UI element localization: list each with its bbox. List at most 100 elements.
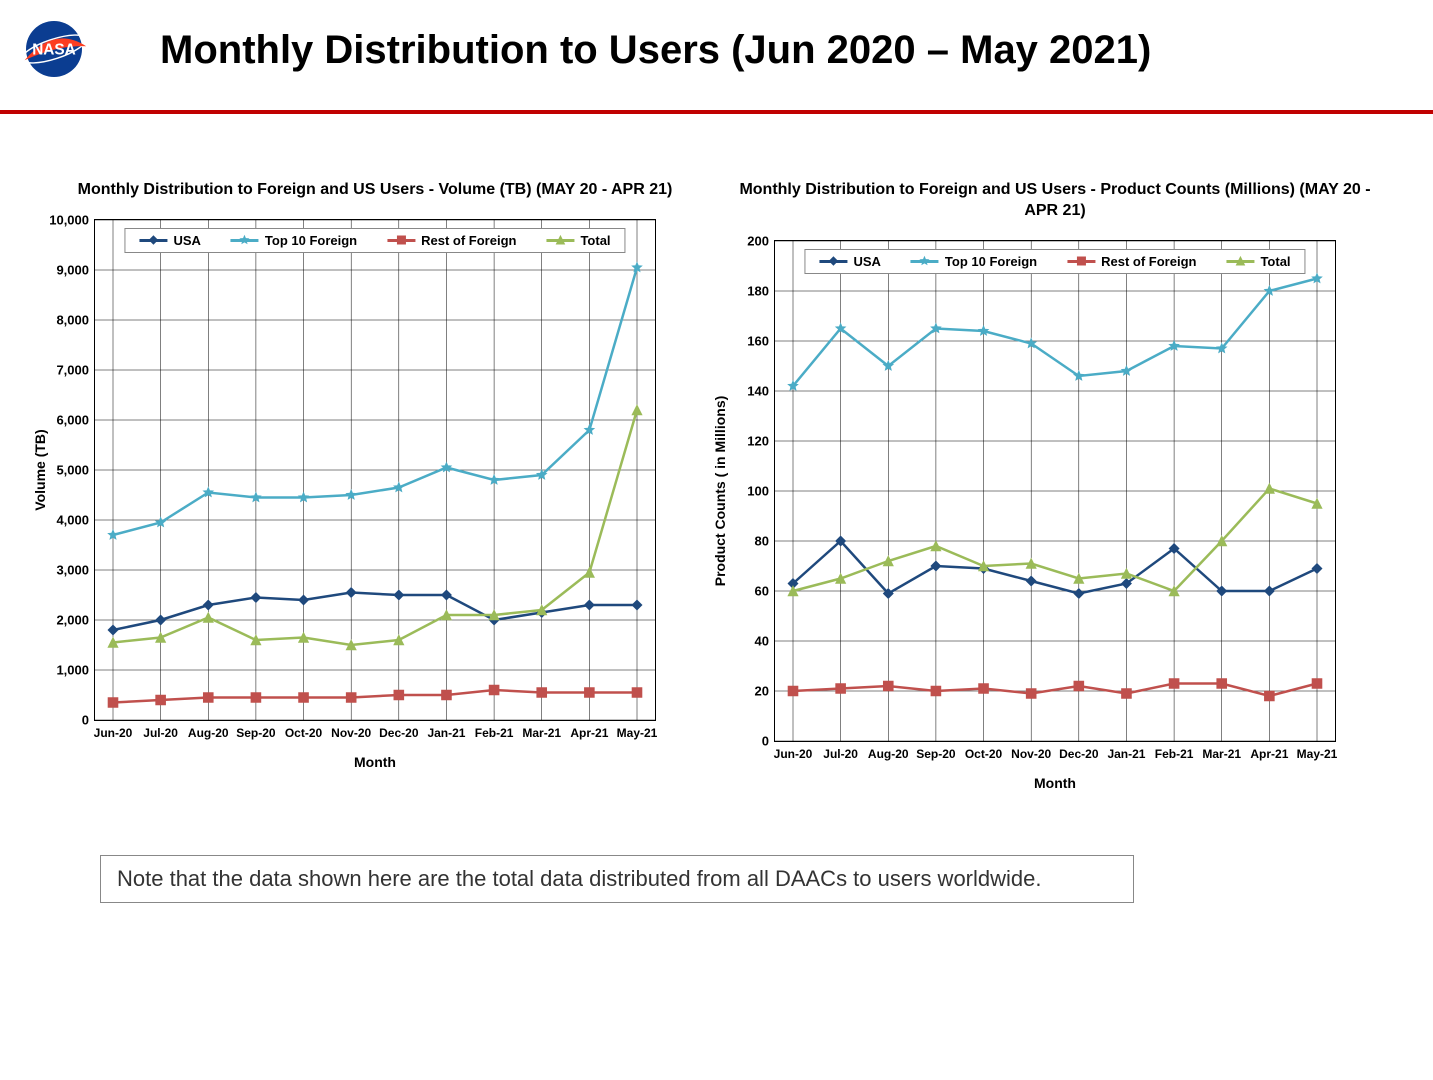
series-marker-rest — [883, 681, 893, 691]
series-marker-top10 — [251, 492, 260, 501]
series-marker-usa — [108, 625, 118, 635]
xtick-label: Aug-20 — [868, 741, 909, 761]
series-marker-rest — [931, 686, 941, 696]
legend-swatch-top10 — [231, 239, 259, 242]
series-marker-rest — [1026, 688, 1036, 698]
series-marker-usa — [585, 600, 595, 610]
xtick-label: Dec-20 — [379, 720, 418, 740]
series-marker-rest — [489, 685, 499, 695]
legend-item-usa: USA — [139, 233, 200, 248]
series-marker-usa — [156, 615, 166, 625]
series-marker-top10 — [347, 490, 356, 499]
series-marker-rest — [108, 697, 118, 707]
ytick-label: 40 — [755, 633, 775, 648]
series-marker-rest — [836, 683, 846, 693]
series-marker-rest — [585, 687, 595, 697]
xtick-label: Mar-21 — [1202, 741, 1241, 761]
series-marker-rest — [251, 692, 261, 702]
xtick-label: Apr-21 — [1250, 741, 1288, 761]
series-marker-usa — [394, 590, 404, 600]
series-marker-usa — [1074, 588, 1084, 598]
xtick-label: May-21 — [617, 720, 658, 740]
xtick-label: Apr-21 — [570, 720, 608, 740]
series-marker-total — [585, 567, 595, 577]
series-marker-top10 — [979, 326, 988, 335]
series-marker-rest — [1265, 691, 1275, 701]
chart-counts-title: Monthly Distribution to Foreign and US U… — [730, 180, 1380, 222]
chart-counts-ylabel: Product Counts ( in Millions) — [712, 395, 728, 586]
divider — [0, 110, 1433, 114]
ytick-label: 20 — [755, 683, 775, 698]
chart-counts: Monthly Distribution to Foreign and US U… — [730, 180, 1380, 742]
series-marker-rest — [1074, 681, 1084, 691]
slide: { "page": { "title": "Monthly Distributi… — [0, 0, 1433, 1080]
page-title: Monthly Distribution to Users (Jun 2020 … — [160, 28, 1151, 73]
ytick-label: 2,000 — [56, 612, 95, 627]
footnote: Note that the data shown here are the to… — [100, 855, 1134, 903]
legend-label-top10: Top 10 Foreign — [945, 254, 1037, 269]
series-line-rest — [793, 683, 1317, 696]
series-marker-usa — [1026, 576, 1036, 586]
ytick-label: 3,000 — [56, 562, 95, 577]
nasa-logo: NASA — [14, 14, 94, 84]
chart-volume-xlabel: Month — [354, 754, 396, 770]
ytick-label: 4,000 — [56, 512, 95, 527]
series-marker-usa — [1312, 563, 1322, 573]
ytick-label: 7,000 — [56, 362, 95, 377]
series-marker-top10 — [108, 530, 117, 539]
legend-swatch-rest — [387, 239, 415, 242]
ytick-label: 160 — [747, 333, 775, 348]
series-marker-top10 — [490, 475, 499, 484]
series-marker-usa — [632, 600, 642, 610]
legend-label-usa: USA — [173, 233, 200, 248]
series-marker-usa — [442, 590, 452, 600]
series-marker-top10 — [1122, 366, 1131, 375]
ytick-label: 100 — [747, 483, 775, 498]
series-marker-top10 — [394, 482, 403, 491]
series-line-top10 — [113, 267, 637, 535]
ytick-label: 8,000 — [56, 312, 95, 327]
xtick-label: Nov-20 — [331, 720, 371, 740]
chart-volume: Monthly Distribution to Foreign and US U… — [50, 180, 700, 721]
legend-swatch-usa — [819, 260, 847, 263]
chart-counts-plot: Product Counts ( in Millions) Month 0204… — [774, 240, 1336, 742]
ytick-label: 10,000 — [49, 212, 95, 227]
series-marker-top10 — [299, 492, 308, 501]
legend-label-rest: Rest of Foreign — [1101, 254, 1196, 269]
xtick-label: Jan-21 — [427, 720, 465, 740]
chart-legend: USATop 10 ForeignRest of ForeignTotal — [804, 249, 1305, 274]
xtick-label: Oct-20 — [965, 741, 1002, 761]
xtick-label: Sep-20 — [236, 720, 275, 740]
xtick-label: Sep-20 — [916, 741, 955, 761]
series-marker-usa — [251, 592, 261, 602]
series-marker-usa — [203, 600, 213, 610]
ytick-label: 1,000 — [56, 662, 95, 677]
series-marker-rest — [1312, 678, 1322, 688]
series-marker-usa — [1265, 586, 1275, 596]
ytick-label: 200 — [747, 233, 775, 248]
legend-label-total: Total — [580, 233, 610, 248]
legend-label-usa: USA — [853, 254, 880, 269]
logo-text: NASA — [32, 42, 76, 59]
series-marker-total — [632, 405, 642, 415]
xtick-label: Aug-20 — [188, 720, 229, 740]
series-marker-rest — [1217, 678, 1227, 688]
series-marker-rest — [1169, 678, 1179, 688]
legend-item-rest: Rest of Foreign — [1067, 254, 1196, 269]
xtick-label: Jun-20 — [94, 720, 133, 740]
series-marker-rest — [203, 692, 213, 702]
series-marker-usa — [346, 587, 356, 597]
legend-label-rest: Rest of Foreign — [421, 233, 516, 248]
ytick-label: 60 — [755, 583, 775, 598]
ytick-label: 5,000 — [56, 462, 95, 477]
ytick-label: 180 — [747, 283, 775, 298]
chart-volume-title: Monthly Distribution to Foreign and US U… — [78, 180, 673, 201]
xtick-label: Feb-21 — [1155, 741, 1194, 761]
ytick-label: 140 — [747, 383, 775, 398]
series-marker-rest — [156, 695, 166, 705]
legend-item-usa: USA — [819, 254, 880, 269]
series-marker-rest — [442, 690, 452, 700]
xtick-label: Mar-21 — [522, 720, 561, 740]
legend-swatch-top10 — [911, 260, 939, 263]
series-marker-rest — [394, 690, 404, 700]
